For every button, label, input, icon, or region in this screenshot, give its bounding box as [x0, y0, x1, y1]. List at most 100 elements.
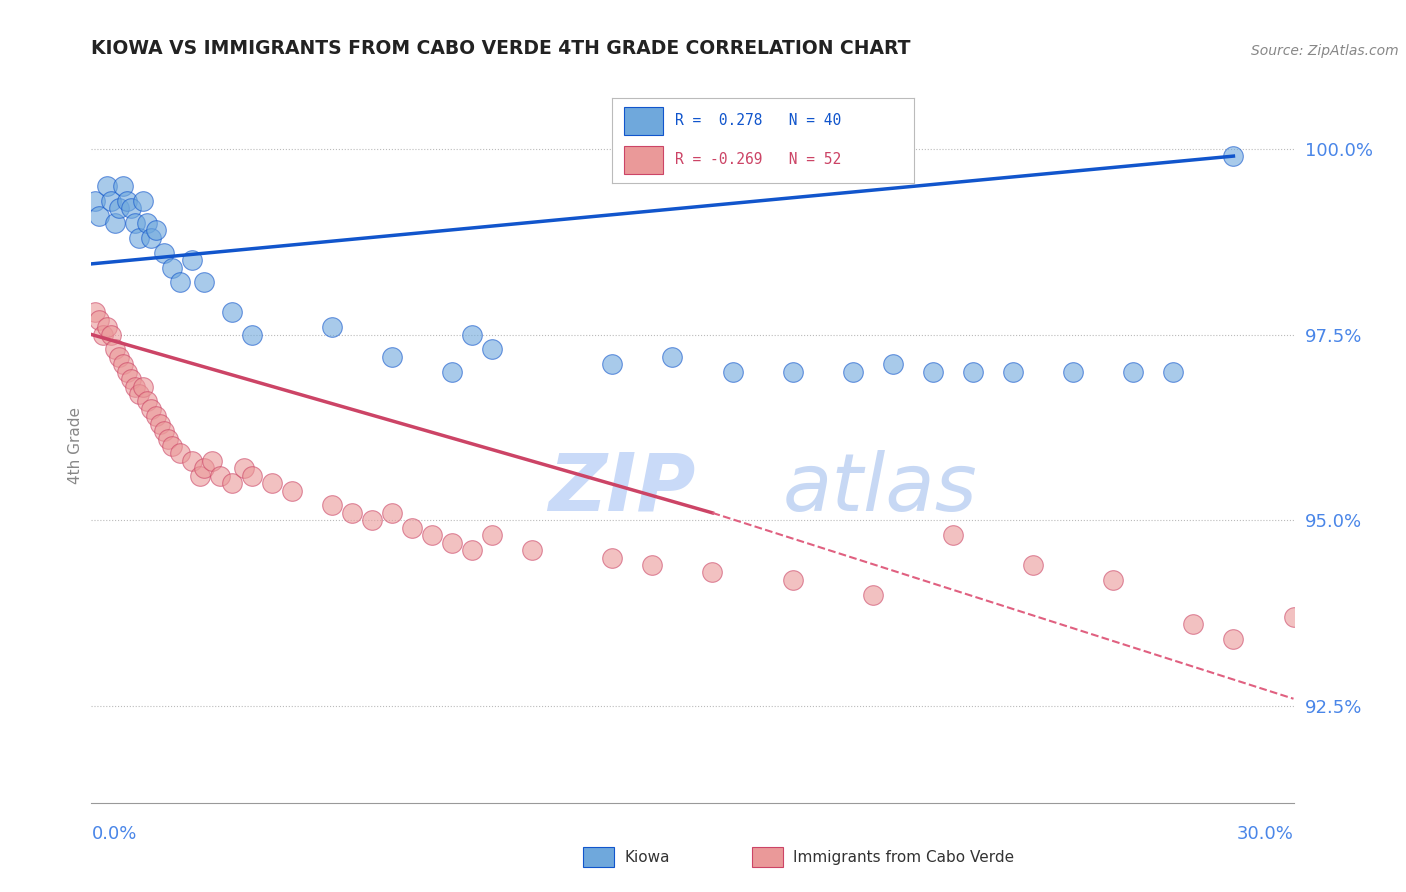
Point [782, 573, 804, 587]
Point [208, 468, 231, 483]
Point [100, 327, 122, 342]
Point [721, 365, 744, 379]
Point [104, 216, 127, 230]
Point [145, 223, 167, 237]
Point [132, 194, 155, 208]
Point [1163, 365, 1185, 379]
Point [188, 468, 211, 483]
Point [360, 513, 382, 527]
Point [124, 379, 146, 393]
Point [1182, 617, 1205, 632]
Point [124, 216, 146, 230]
Point [440, 535, 463, 549]
Point [201, 454, 224, 468]
Point [922, 365, 945, 379]
Point [193, 461, 215, 475]
Point [702, 566, 724, 580]
Point [1282, 610, 1305, 624]
Point [321, 499, 343, 513]
Point [136, 394, 159, 409]
Text: Immigrants from Cabo Verde: Immigrants from Cabo Verde [793, 850, 1014, 864]
Point [117, 365, 139, 379]
Point [169, 446, 191, 460]
Point [96, 178, 118, 193]
Point [962, 365, 984, 379]
Point [461, 327, 484, 342]
Point [481, 343, 503, 357]
Point [141, 231, 163, 245]
Point [121, 372, 143, 386]
Point [1102, 573, 1125, 587]
Point [96, 320, 118, 334]
Text: ZIP: ZIP [548, 450, 696, 528]
Point [260, 476, 283, 491]
Point [180, 253, 202, 268]
Point [602, 357, 624, 371]
Point [381, 506, 404, 520]
Point [221, 305, 243, 319]
Point [152, 245, 174, 260]
Point [93, 327, 115, 342]
Text: R = -0.269   N = 52: R = -0.269 N = 52 [675, 153, 841, 168]
Point [112, 178, 135, 193]
Point [145, 409, 167, 424]
Point [841, 365, 863, 379]
Point [401, 521, 423, 535]
Point [112, 357, 135, 371]
Point [1022, 558, 1045, 572]
Point [89, 209, 111, 223]
Point [89, 312, 111, 326]
Point [141, 401, 163, 416]
Point [128, 387, 150, 401]
Point [481, 528, 503, 542]
Point [440, 365, 463, 379]
Bar [624, 107, 664, 135]
Point [180, 454, 202, 468]
Point [522, 543, 544, 558]
Point [117, 194, 139, 208]
Point [132, 379, 155, 393]
Point [1222, 632, 1244, 647]
Point [1122, 365, 1144, 379]
Point [1062, 365, 1084, 379]
Text: R =  0.278   N = 40: R = 0.278 N = 40 [675, 113, 841, 128]
Point [240, 327, 263, 342]
Point [281, 483, 304, 498]
Point [1222, 149, 1244, 163]
Point [661, 350, 683, 364]
Text: 30.0%: 30.0% [1237, 825, 1294, 843]
Point [84, 305, 107, 319]
Point [321, 320, 343, 334]
Point [128, 231, 150, 245]
Point [942, 528, 965, 542]
Y-axis label: 4th Grade: 4th Grade [67, 408, 83, 484]
Text: 0.0%: 0.0% [91, 825, 136, 843]
Point [461, 543, 484, 558]
Point [381, 350, 404, 364]
Point [160, 439, 183, 453]
Text: atlas: atlas [783, 450, 977, 528]
Text: Kiowa: Kiowa [624, 850, 669, 864]
Text: KIOWA VS IMMIGRANTS FROM CABO VERDE 4TH GRADE CORRELATION CHART: KIOWA VS IMMIGRANTS FROM CABO VERDE 4TH … [91, 39, 911, 58]
Point [221, 476, 243, 491]
Text: Source: ZipAtlas.com: Source: ZipAtlas.com [1251, 44, 1399, 58]
Point [84, 194, 107, 208]
Point [420, 528, 443, 542]
Point [882, 357, 904, 371]
Point [136, 216, 159, 230]
Point [641, 558, 664, 572]
Point [121, 201, 143, 215]
Point [148, 417, 170, 431]
Point [156, 432, 179, 446]
Point [240, 468, 263, 483]
Bar [624, 146, 664, 174]
Point [152, 424, 174, 438]
Point [340, 506, 363, 520]
Point [108, 201, 131, 215]
Point [602, 550, 624, 565]
Point [232, 461, 254, 475]
Point [160, 260, 183, 275]
Point [862, 588, 884, 602]
Point [104, 343, 127, 357]
Point [108, 350, 131, 364]
